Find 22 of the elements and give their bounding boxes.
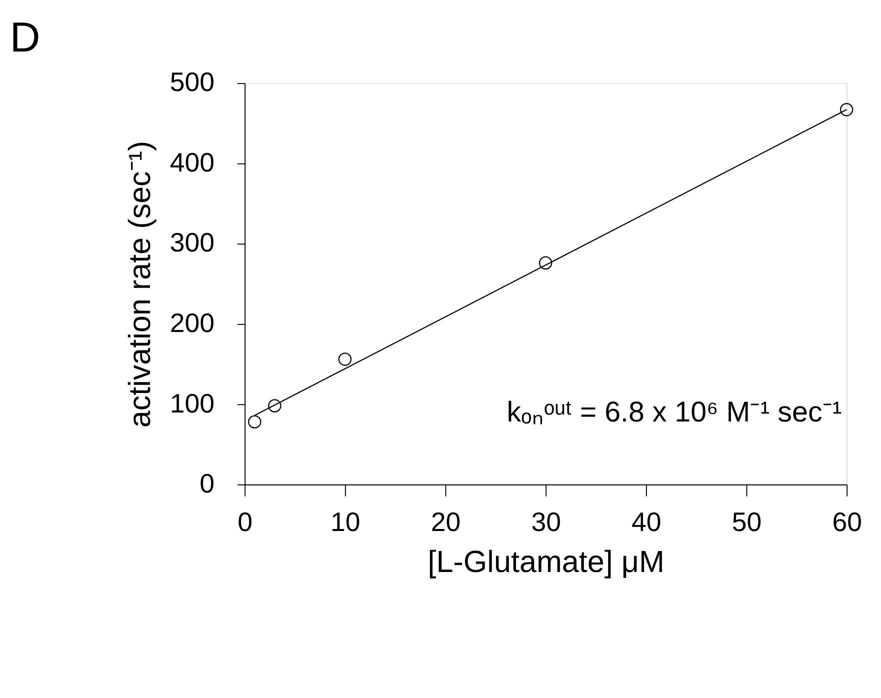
chart-title: D — [10, 14, 40, 61]
point — [840, 102, 854, 116]
y-tick-label: 300 — [170, 228, 215, 258]
x-axis-title: [L-Glutamate] μM — [428, 544, 664, 579]
y-tick-label: 200 — [170, 308, 215, 338]
y-tick-label: 400 — [170, 147, 215, 178]
x-tick-label: 0 — [238, 506, 253, 537]
point — [268, 399, 282, 412]
point — [248, 415, 262, 428]
y-tick-label: 500 — [170, 67, 215, 98]
x-tick-label: 40 — [632, 506, 662, 537]
y-tick-label: 0 — [200, 468, 215, 499]
y-axis-title: activation rate (sec⁻¹) — [122, 140, 157, 428]
x-tick-label: 30 — [531, 506, 561, 537]
annotation: kₒₙᵒᵘᵗ = 6.8 x 10⁶ M⁻¹ sec⁻¹ — [506, 396, 842, 428]
y-tick-label: 100 — [170, 388, 215, 418]
x-tick-label: 50 — [732, 506, 762, 537]
point — [538, 256, 552, 270]
x-tick-label: 10 — [330, 506, 360, 537]
x-tick-label: 60 — [832, 506, 862, 537]
x-tick-label: 20 — [430, 506, 461, 537]
point — [338, 352, 352, 366]
